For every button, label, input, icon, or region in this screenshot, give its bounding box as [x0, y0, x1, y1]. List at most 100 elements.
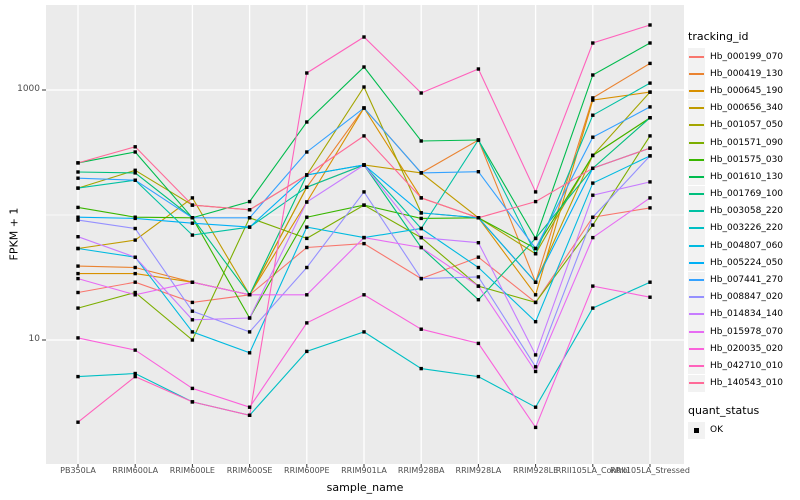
- data-point: [591, 215, 595, 219]
- data-point: [133, 238, 137, 242]
- data-point: [247, 316, 252, 320]
- data-point: [247, 216, 252, 220]
- data-point: [533, 300, 538, 305]
- legend-key-box: [688, 82, 705, 100]
- data-point: [591, 96, 595, 100]
- data-point: [133, 216, 137, 221]
- data-point: [76, 186, 80, 190]
- legend-item: Hb_001571_090: [688, 134, 800, 152]
- data-point: [190, 338, 195, 342]
- legend-item-label: Hb_003226_220: [710, 223, 784, 234]
- legend-line-icon: [689, 107, 704, 110]
- legend-key-box: [688, 185, 705, 203]
- data-point: [362, 235, 366, 240]
- legend-item-label: Hb_001769_100: [710, 189, 784, 200]
- data-point: [133, 374, 137, 379]
- data-point: [533, 293, 538, 297]
- legend-key-box: [688, 254, 705, 272]
- data-point: [247, 293, 252, 297]
- data-point: [305, 150, 309, 154]
- data-point: [591, 181, 595, 185]
- data-point: [533, 369, 538, 374]
- x-tick-label: RRIM928LE: [513, 466, 559, 475]
- data-point: [419, 139, 423, 143]
- data-point: [76, 161, 80, 165]
- data-point: [76, 336, 80, 340]
- legend-line-icon: [689, 193, 704, 196]
- data-point: [648, 116, 652, 120]
- data-point: [305, 120, 309, 124]
- legend-key-box: [688, 99, 705, 117]
- data-point: [476, 284, 481, 288]
- legend-item-label: Hb_015978_070: [710, 326, 784, 337]
- data-point: [190, 400, 195, 404]
- data-point: [190, 233, 195, 237]
- legend-item: Hb_000656_340: [688, 99, 800, 117]
- data-point: [305, 173, 309, 177]
- legend-item: Hb_001575_030: [688, 151, 800, 169]
- data-point: [533, 320, 538, 324]
- data-point: [305, 265, 309, 270]
- data-point: [476, 67, 481, 71]
- data-point: [76, 205, 80, 210]
- x-tick-label: RRII105LA_Control: [555, 466, 630, 475]
- data-point: [76, 276, 80, 281]
- legend-key-box: [688, 168, 705, 186]
- data-point: [648, 90, 652, 94]
- legend-line-icon: [689, 296, 704, 299]
- data-point: [362, 203, 366, 207]
- data-point: [305, 349, 309, 354]
- data-point: [476, 170, 481, 174]
- legend-item-label: Hb_003058_220: [710, 206, 784, 217]
- legend-item: Hb_140543_010: [688, 374, 800, 392]
- data-point: [648, 61, 652, 66]
- x-tick-label: RRIM600SE: [226, 466, 273, 475]
- point-square-icon: [694, 428, 699, 433]
- legend-item-label: Hb_014834_140: [710, 309, 784, 320]
- data-point: [591, 284, 595, 288]
- data-point: [190, 221, 195, 225]
- legend-title-tracking-id: tracking_id: [688, 30, 749, 43]
- data-point: [190, 203, 195, 207]
- data-point: [133, 280, 137, 284]
- data-point: [533, 425, 538, 430]
- data-point: [247, 330, 252, 334]
- data-point: [533, 199, 538, 204]
- legend-key-box: [688, 134, 705, 152]
- data-point: [476, 341, 481, 346]
- data-point: [190, 196, 195, 200]
- legend-title-quant-status: quant_status: [688, 403, 760, 417]
- data-point: [190, 309, 195, 313]
- legend-line-icon: [689, 244, 704, 247]
- data-point: [648, 146, 652, 150]
- data-point: [476, 138, 481, 142]
- data-point: [362, 293, 366, 297]
- data-point: [76, 290, 80, 295]
- y-tick-label-10: 10: [28, 334, 40, 344]
- data-point: [190, 216, 195, 220]
- data-point: [533, 246, 538, 251]
- legend-key-box: [688, 421, 705, 439]
- x-axis-title: sample_name: [326, 481, 404, 494]
- data-point: [133, 226, 137, 231]
- legend-item: Hb_014834_140: [688, 305, 800, 323]
- x-tick-label: RRIM928LA: [455, 466, 502, 475]
- data-point: [133, 290, 137, 295]
- data-point: [133, 265, 137, 270]
- data-point: [591, 306, 595, 310]
- data-point: [76, 420, 80, 424]
- data-point: [133, 150, 137, 154]
- legend-item-label: OK: [710, 425, 723, 436]
- data-point: [533, 190, 538, 194]
- data-point: [648, 280, 652, 284]
- legend-item: Hb_000419_130: [688, 65, 800, 83]
- data-point: [76, 218, 80, 222]
- data-point: [305, 225, 309, 229]
- legend-item: Hb_020035_020: [688, 340, 800, 358]
- legend-entries: Hb_000199_070 Hb_000419_130 Hb_000645_190 H…: [688, 48, 800, 392]
- data-point: [305, 293, 309, 297]
- legend-line-icon: [689, 72, 704, 75]
- x-tick-label: RRIM600LE: [169, 466, 215, 475]
- data-point: [476, 265, 481, 270]
- data-point: [648, 81, 652, 85]
